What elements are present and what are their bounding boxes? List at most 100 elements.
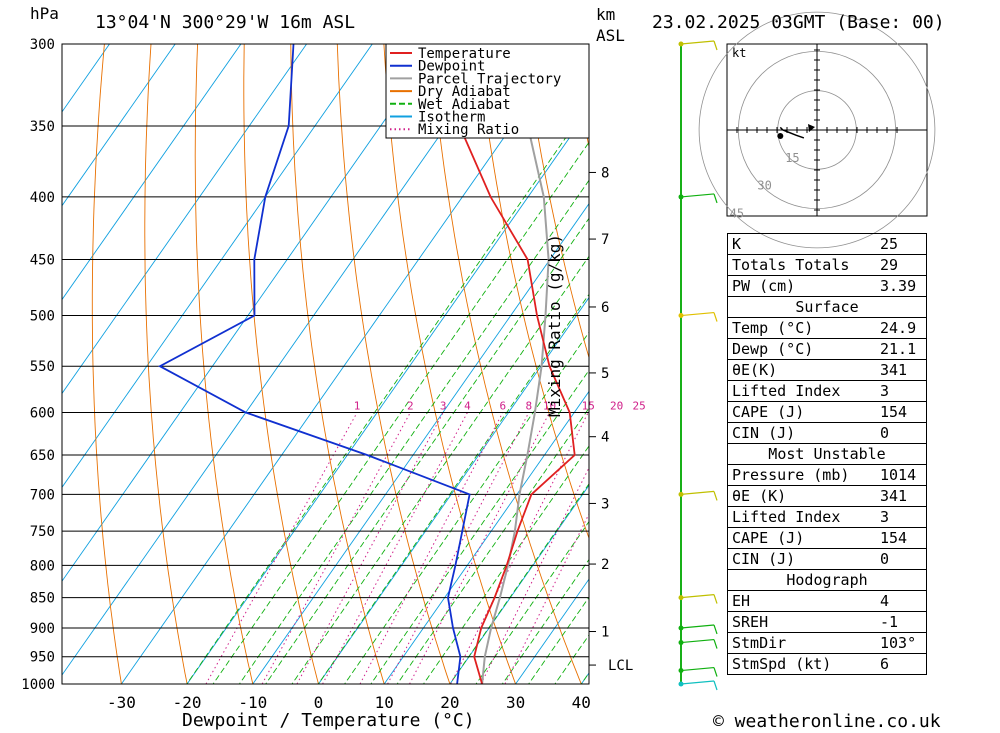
wind-barb-dot [678, 595, 684, 601]
mixing-ratio-line [504, 512, 589, 684]
wind-barb-flag [713, 312, 718, 322]
isotherm-line [252, 202, 589, 684]
wet-adiabat-line [370, 369, 589, 684]
mixing-ratio-line [296, 412, 444, 684]
background-lines [62, 7, 1000, 710]
x-tick-label: 10 [375, 693, 394, 712]
wind-barb-dot [678, 194, 684, 200]
dry-adiabat-line [336, 44, 451, 684]
wet-adiabat-line [501, 558, 589, 684]
wet-adiabat-line [528, 596, 589, 684]
dry-adiabat-line [91, 44, 122, 684]
index-value: 1014 [876, 464, 927, 486]
index-label: CAPE (J) [727, 527, 876, 549]
indices-row: CAPE (J) 154 [727, 527, 927, 549]
mixing-ratio-label: 4 [464, 399, 471, 412]
wind-barb-dot [678, 41, 684, 47]
index-value: 29 [876, 254, 927, 276]
indices-section-title: Hodograph [727, 569, 927, 591]
km-unit-label: km [596, 5, 616, 24]
mixing-ratio-line [322, 412, 468, 684]
indices-section-title: Surface [727, 296, 927, 318]
hodograph-trace [779, 126, 805, 139]
height-label: LCL [608, 658, 633, 674]
hodograph-unit: kt [732, 46, 746, 60]
mixing-ratio-label: 10 [543, 399, 556, 412]
y-tick-label: 450 [30, 253, 55, 269]
profile-lines [157, 44, 576, 684]
dry-adiabat-line [194, 44, 254, 684]
height-label: 3 [601, 496, 609, 512]
asl-unit-label: ASL [596, 26, 625, 45]
indices-row: Lifted Index 3 [727, 506, 927, 528]
index-label: Dewp (°C) [727, 338, 876, 360]
y-tick-label: 850 [30, 591, 55, 607]
legend-entry: Dry Adiabat [418, 84, 511, 100]
index-label: Totals Totals [727, 254, 876, 276]
index-value: 154 [876, 527, 927, 549]
x-tick-label: -30 [107, 693, 136, 712]
wet-adiabat-line [344, 331, 589, 684]
wind-barb-flag [713, 193, 718, 204]
indices-row: Dewp (°C) 21.1 [727, 338, 927, 360]
hodograph: kt 15 30 45 [698, 11, 936, 249]
index-value: 6 [876, 653, 927, 675]
mixing-ratio-label: 8 [525, 399, 532, 412]
isotherm-line [62, 44, 242, 301]
index-label: PW (cm) [727, 275, 876, 297]
dry-adiabat-line [144, 44, 188, 684]
indices-row: CIN (J) 0 [727, 548, 927, 570]
isotherm-line [62, 44, 439, 582]
dry-adiabat-line [430, 44, 582, 684]
y-tick-label: 350 [30, 119, 55, 135]
index-value: 0 [876, 422, 927, 444]
indices-row: CAPE (J) 154 [727, 401, 927, 423]
x-tick-label: 40 [572, 693, 591, 712]
wet-adiabat-line [396, 407, 589, 684]
height-label: 5 [601, 366, 609, 382]
hodograph-ring-label: 15 [785, 151, 799, 165]
legend-entry: Parcel Trajectory [418, 71, 561, 87]
isotherm-line [515, 578, 589, 684]
index-value: 103° [876, 632, 927, 654]
wind-barb-shaft [680, 594, 715, 599]
wind-barb-flag [713, 667, 718, 677]
wind-barb-dot [678, 491, 684, 497]
x-tick-label: 30 [506, 693, 525, 712]
temperature-line [430, 44, 576, 684]
index-value: 25 [876, 233, 927, 255]
y-tick-label: 750 [30, 524, 55, 540]
height-label: 2 [601, 557, 609, 573]
wind-barb-shaft [680, 40, 715, 45]
indices-row: CIN (J) 0 [727, 422, 927, 444]
y-tick-label: 500 [30, 309, 55, 325]
index-label: CIN (J) [727, 548, 876, 570]
wind-barb-shaft [680, 680, 715, 685]
index-value: 0 [876, 548, 927, 570]
indices-row: K 25 [727, 233, 927, 255]
index-value: 3 [876, 380, 927, 402]
height-label: 8 [601, 165, 609, 181]
x-tick-label: -10 [238, 693, 267, 712]
isotherm-line [62, 44, 308, 395]
indices-section-title: Most Unstable [727, 443, 927, 465]
x-tick-label: -20 [173, 693, 202, 712]
wind-barb-flag [713, 624, 718, 635]
index-value: 4 [876, 590, 927, 612]
wet-adiabat-line [422, 445, 589, 684]
mixing-ratio-label: 1 [354, 399, 361, 412]
y-tick-label: 300 [30, 37, 55, 53]
indices-row: Pressure (mb) 1014 [727, 464, 927, 486]
index-value: 154 [876, 401, 927, 423]
wind-barb-shaft [680, 193, 715, 198]
legend-entry: Dewpoint [418, 59, 485, 75]
indices-row: EH 4 [727, 590, 927, 612]
dry-adiabat-line [930, 7, 1000, 710]
x-tick-label: 20 [440, 693, 459, 712]
mixing-ratio-label: 3 [440, 399, 447, 412]
height-label: 4 [601, 430, 609, 446]
wind-barb-shaft [680, 490, 715, 495]
index-label: StmDir [727, 632, 876, 654]
y-tick-label: 950 [30, 650, 55, 666]
